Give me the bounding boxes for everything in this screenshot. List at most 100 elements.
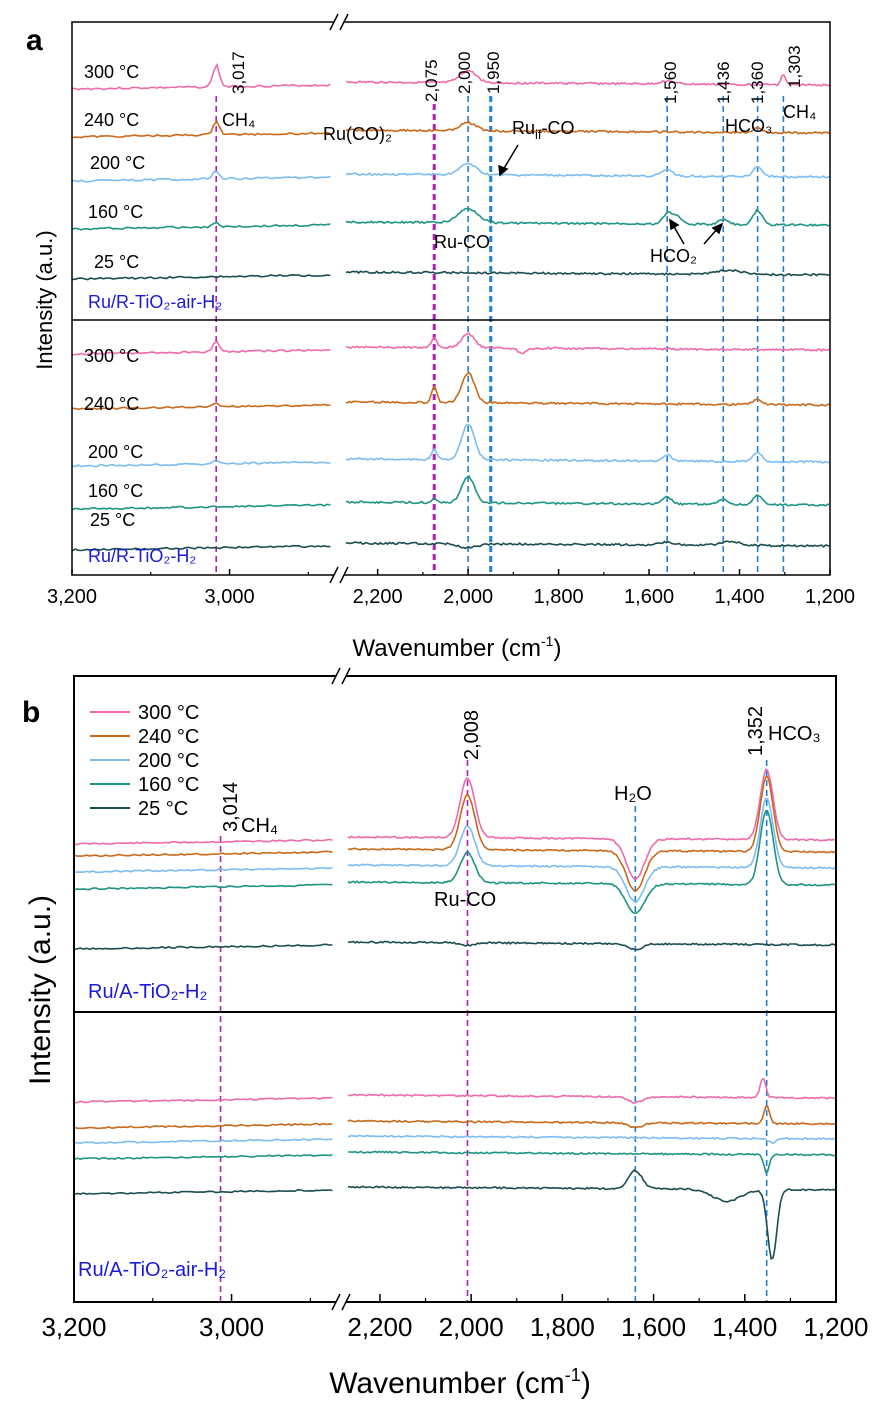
spectrum-200C <box>72 170 331 183</box>
spectrum-200C <box>347 1134 836 1145</box>
spectrum-240C <box>347 775 836 892</box>
annotation-ru-co: Ru-CO <box>434 232 490 252</box>
spectrum-300C <box>345 332 830 355</box>
temp-label: 300 °C <box>84 62 139 82</box>
break-slash <box>329 13 339 31</box>
spectrum-25C <box>345 540 830 550</box>
temp-label: 240 °C <box>84 394 139 414</box>
y-axis-label-a: Intensity (a.u.) <box>32 230 57 369</box>
spectrum-240C <box>74 850 333 858</box>
temp-label: 200 °C <box>90 153 145 173</box>
ref-label-1360: 1,360 <box>748 61 767 104</box>
spectrum-240C <box>72 402 331 411</box>
arrow-ru-if-co <box>502 144 519 171</box>
spectrum-200C <box>74 866 333 874</box>
spectrum-300C <box>347 1077 836 1105</box>
panel-label-a: a <box>26 24 43 57</box>
ref-label-1560: 1,560 <box>661 61 680 104</box>
x-tick-label: 1,200 <box>805 586 855 608</box>
spectrum-160C <box>72 221 331 231</box>
temp-label: 160 °C <box>88 202 143 222</box>
spectrum-160C <box>345 474 830 507</box>
annotation-arrows-a <box>498 144 724 245</box>
ref-label-2008: 2,008 <box>461 710 483 760</box>
legend-label: 25 °C <box>138 798 188 820</box>
x-tick-label: 1,400 <box>712 1312 777 1342</box>
temp-label: 160 °C <box>88 481 143 501</box>
x-tick-label: 3,000 <box>199 1312 264 1342</box>
temp-label: 300 °C <box>84 346 139 366</box>
ref-label-2000: 2,000 <box>455 51 474 94</box>
panel-a-plot-area <box>72 62 830 575</box>
spectrum-25C <box>74 943 333 951</box>
spectrum-200C <box>72 459 331 468</box>
break-gap <box>336 673 346 679</box>
ref-label-1303: 1,303 <box>785 45 804 88</box>
break-gap <box>336 1299 346 1305</box>
spectrum-200C <box>74 1137 333 1145</box>
spectrum-300C <box>345 69 830 87</box>
annotation-ch4-b: CH₄ <box>241 815 278 837</box>
x-tick-label: 1,600 <box>621 1312 686 1342</box>
x-tick-label: 3,200 <box>47 586 97 608</box>
annotation-ru-co2: Ru(CO)₂ <box>323 124 392 144</box>
spectrum-240C <box>345 371 830 407</box>
annotation-hco2: HCO₂ <box>650 246 697 266</box>
ref-label-1352: 1,352 <box>745 706 767 756</box>
temp-label: 25 °C <box>94 252 139 272</box>
sample-label: Ru/A-TiO₂-air-H₂ <box>78 1259 226 1281</box>
temp-label: 200 °C <box>88 442 143 462</box>
ref-label-1436: 1,436 <box>714 61 733 104</box>
spectrum-25C <box>347 940 836 951</box>
break-slash <box>331 1293 341 1311</box>
spectrum-240C <box>347 1105 836 1129</box>
spectrum-160C <box>74 883 333 891</box>
panel-a-x-ticks: 3,200 3,000 2,200 2,000 1,800 1,600 1,400 1,200 <box>47 569 855 608</box>
legend-label: 160 °C <box>138 774 199 796</box>
legend-label: 200 °C <box>138 750 199 772</box>
spectrum-160C <box>74 1153 333 1161</box>
spectrum-300C <box>74 1096 333 1104</box>
spectrum-200C <box>347 797 836 904</box>
legend: 300 °C 240 °C 200 °C 160 °C 25 °C <box>90 702 199 820</box>
break-slash <box>331 667 341 685</box>
annotation-hco3: HCO₃ <box>725 116 772 136</box>
break-slash <box>341 667 351 685</box>
break-slash <box>339 566 349 584</box>
arrowhead <box>669 218 680 231</box>
axis-break-bottom-a <box>329 566 349 584</box>
panel-a-frame <box>71 21 831 576</box>
spectrum-25C <box>348 1169 836 1261</box>
spectrum-300C <box>347 768 836 881</box>
panel-label-b: b <box>22 696 40 729</box>
sample-label: Ru/A-TiO₂-H₂ <box>88 981 207 1003</box>
break-gap <box>334 19 344 25</box>
spectrum-240C <box>345 120 830 135</box>
x-tick-label: 3,000 <box>205 586 255 608</box>
x-tick-label: 1,800 <box>534 586 584 608</box>
x-tick-label: 2,000 <box>443 586 493 608</box>
annotation-h2o: H₂O <box>614 783 652 805</box>
sample-label: Ru/R-TiO₂-H₂ <box>88 546 196 566</box>
x-tick-label: 1,200 <box>803 1312 868 1342</box>
spectrum-25C <box>72 544 331 552</box>
panel-b-plot-area <box>74 760 836 1302</box>
x-axis-label-a: Wavenumber (cm-1) <box>353 633 562 662</box>
axis-break-top-b <box>331 667 351 685</box>
spectrum-240C <box>72 120 331 139</box>
ref-label-3014: 3,014 <box>220 782 242 832</box>
break-slash <box>341 1293 351 1311</box>
x-tick-label: 2,200 <box>353 586 403 608</box>
x-tick-label: 2,000 <box>439 1312 504 1342</box>
x-tick-label: 1,600 <box>624 586 674 608</box>
arrowhead <box>711 222 724 235</box>
spectrum-25C <box>74 1188 333 1196</box>
x-tick-label: 1,400 <box>715 586 765 608</box>
spectrum-240C <box>74 1122 333 1130</box>
spectrum-200C <box>345 423 830 464</box>
spectrum-25C <box>345 268 830 277</box>
x-axis-label-b: Wavenumber (cm-1) <box>329 1365 591 1400</box>
arrowhead <box>498 164 509 177</box>
panel-a: a 3,200 3,000 2,200 2,000 1,800 1,600 1,400 1,2… <box>26 13 855 662</box>
annotation-ch4-right: CH₄ <box>783 102 816 122</box>
